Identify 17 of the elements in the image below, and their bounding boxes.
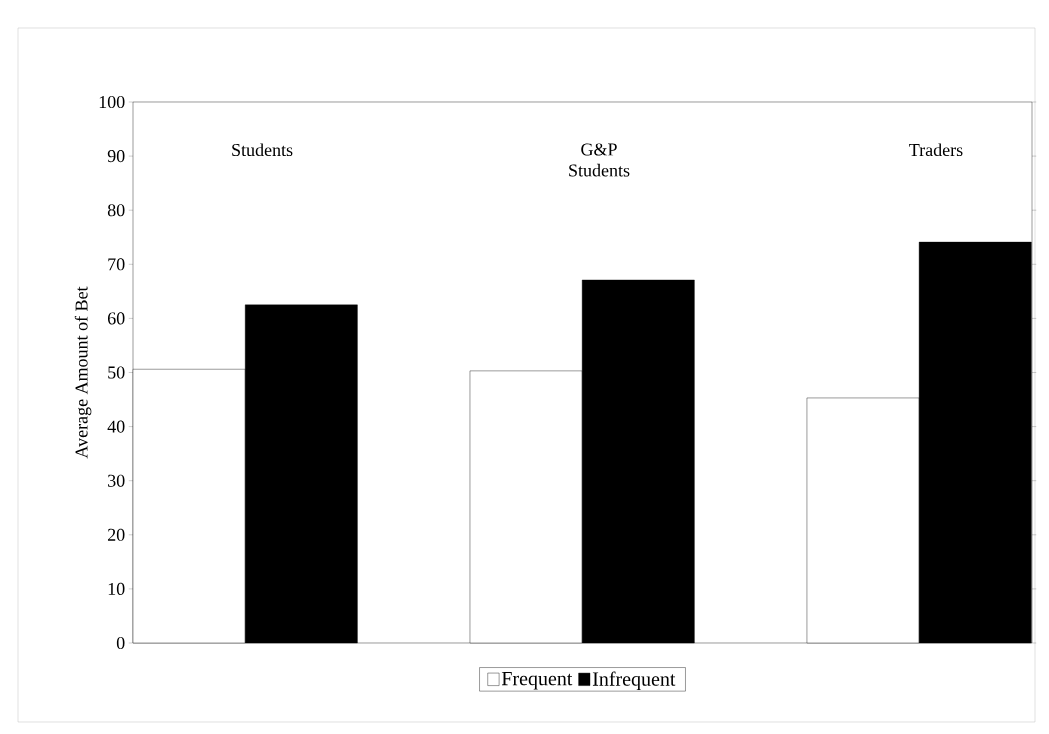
x-tick-label: G&P Students	[569, 143, 630, 177]
y-tick-label: 20	[107, 528, 125, 541]
y-tick-label: 80	[107, 204, 125, 217]
y-axis-title: Average Amount of Bet	[74, 286, 92, 459]
y-tick-label: 40	[107, 420, 125, 433]
y-tick-label: 50	[108, 366, 125, 379]
y-tick-label: 90	[107, 150, 125, 163]
y-tick-label: 30	[108, 474, 125, 487]
y-tick-label: 10	[108, 582, 125, 595]
legend-label: Infrequent	[592, 671, 676, 690]
y-tick-label: 70	[108, 258, 125, 271]
y-tick-label: 60	[107, 312, 125, 325]
x-tick-label: Traders	[909, 143, 963, 157]
x-tick-label: Students	[232, 143, 293, 157]
legend-label: Frequent	[501, 672, 573, 690]
y-tick-label: 0	[116, 636, 125, 650]
y-tick-label: 100	[99, 95, 125, 109]
